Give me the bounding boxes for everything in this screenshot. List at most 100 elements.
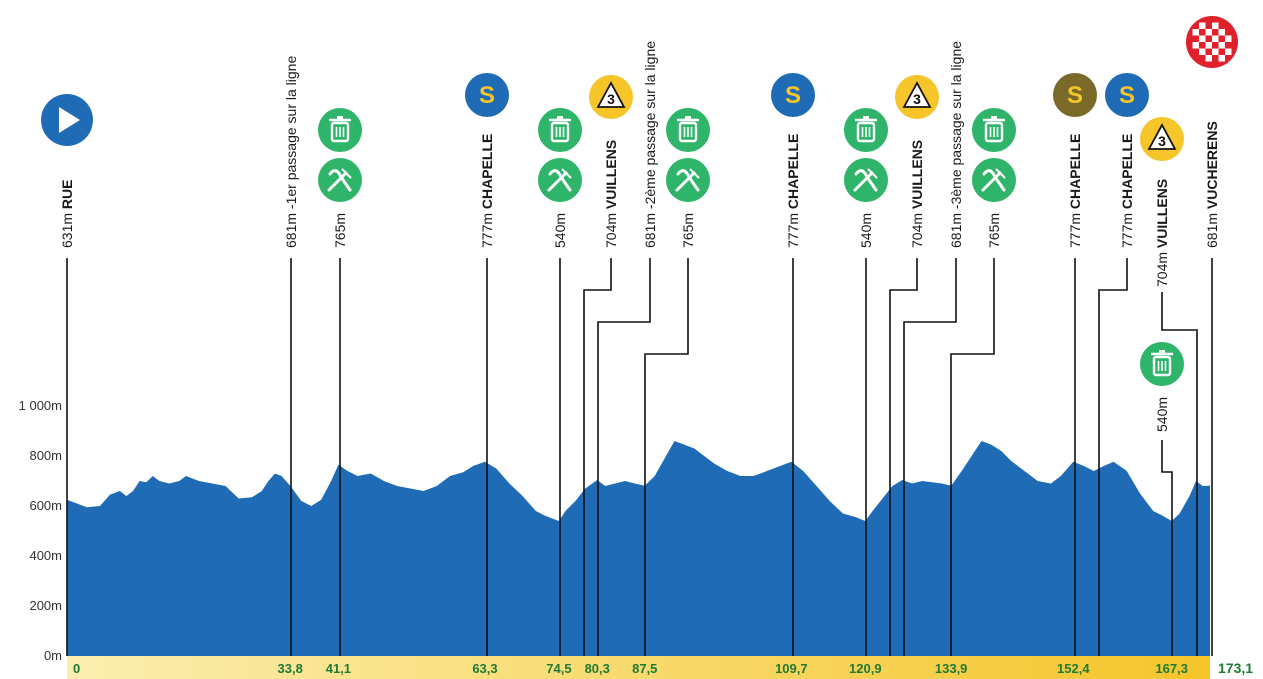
feed-icon-m-feed4-knife: [854, 169, 878, 192]
sprint-icon-m-sprint2-letter: S: [785, 82, 801, 109]
x-tick-label-4: 74,5: [546, 661, 571, 676]
finish-flag-icon-check-2-1: [1199, 35, 1206, 42]
label-m-pass1-part-0: 681m: [283, 213, 299, 248]
finish-flag-icon-check-4-3: [1212, 48, 1219, 55]
trash-icon-m-trash6-bin: [1152, 355, 1172, 377]
marker-line-m-trash6: [1161, 440, 1173, 656]
x-tick-label-0: 0: [73, 661, 80, 676]
label-m-sprint2-part-1: CHAPELLE: [785, 134, 801, 213]
finish-flag-icon-check-0-3: [1212, 22, 1219, 29]
finish-flag-icon-check-2-5: [1225, 35, 1232, 42]
feed-icon-m-feed4-fork: [853, 171, 874, 192]
label-m-sprint4-part-0: 777m: [1119, 213, 1135, 248]
label-m-sprint2-part-0: 777m: [785, 213, 801, 248]
label-m-feed4-part-0: 540m: [858, 213, 874, 248]
label-m-feed5: 765m: [986, 213, 1002, 248]
label-m-pass2-part-0: 681m: [642, 213, 658, 248]
finish-flag-icon-check-3-4: [1218, 42, 1225, 49]
y-tick-label-1000: 1 000m: [19, 398, 62, 413]
label-m-start: 631m RUE: [59, 180, 75, 248]
trash-icon-m-feed5-bin: [984, 121, 1004, 143]
trash-icon-m-trash6-handle: [1159, 350, 1165, 354]
x-tick-label-6: 87,5: [632, 661, 657, 676]
label-m-climb2: 704m VUILLENS: [909, 140, 925, 248]
x-tick-label-7: 109,7: [775, 661, 808, 676]
sprint-icon-m-sprint4-letter: S: [1119, 82, 1135, 109]
sprint-icon-m-sprint1: [465, 73, 509, 117]
label-m-feed2-part-0: 540m: [552, 213, 568, 248]
label-m-pass2: 681m -2ème passage sur la ligne: [642, 41, 658, 248]
label-m-pass1-part-1: -1er passage sur la ligne: [283, 56, 299, 213]
y-tick-label-400: 400m: [29, 548, 62, 563]
label-m-climb3-part-1: VUILLENS: [1154, 179, 1170, 252]
label-m-finish: 681m VUCHERENS: [1204, 121, 1220, 248]
label-m-climb1: 704m VUILLENS: [603, 140, 619, 248]
sprint-icon-m-sprint2: [771, 73, 815, 117]
distance-axis-band: [67, 656, 1210, 679]
feed-icon-m-feed1-knife: [328, 169, 352, 192]
label-m-feed5-part-0: 765m: [986, 213, 1002, 248]
climb-icon-m-climb3-triangle: [1147, 123, 1177, 150]
marker-icons: S 3 S 3 S S 3: [41, 16, 1238, 386]
marker-labels: 631m RUE 681m -1er passage sur la ligne 76…: [59, 41, 1220, 432]
label-m-finish-part-1: VUCHERENS: [1204, 121, 1220, 213]
feed-icon-m-feed4-tines: [867, 168, 878, 179]
label-m-sprint4: 777m CHAPELLE: [1119, 134, 1135, 248]
feed-icon-m-feed1-fork: [327, 171, 348, 192]
x-tick-label-8: 120,9: [849, 661, 882, 676]
climb-icon-m-climb3-category: 3: [1158, 133, 1166, 149]
x-tick-label-10: 152,4: [1057, 661, 1090, 676]
label-m-feed1: 765m: [332, 213, 348, 248]
trash-icon-m-feed2-handle: [557, 116, 563, 120]
x-tick-label-12: 173,1: [1218, 660, 1253, 676]
label-m-trash6: 540m: [1154, 397, 1170, 432]
feed-icon-m-feed5-tines: [995, 168, 1006, 179]
label-m-sprint1-part-1: CHAPELLE: [479, 134, 495, 213]
label-m-start-part-1: RUE: [59, 180, 75, 213]
label-m-climb2-part-1: VUILLENS: [909, 140, 925, 213]
label-m-climb1-part-1: VUILLENS: [603, 140, 619, 213]
finish-flag-icon-check-4-1: [1199, 48, 1206, 55]
feed-icon-m-feed5-fork: [981, 171, 1002, 192]
x-tick-label-5: 80,3: [585, 661, 610, 676]
y-tick-label-200: 200m: [29, 598, 62, 613]
sprint-icon-m-sprint3-letter: S: [1067, 82, 1083, 109]
x-tick-label-3: 63,3: [472, 661, 497, 676]
trash-icon-m-feed3-handle: [685, 116, 691, 120]
y-tick-label-600: 600m: [29, 498, 62, 513]
marker-line-m-pass3: [903, 258, 957, 656]
marker-line-m-feed3: [644, 258, 689, 656]
trash-icon-m-feed4-handle: [863, 116, 869, 120]
sprint-icon-m-sprint1-letter: S: [479, 82, 495, 109]
label-m-feed3-part-0: 765m: [680, 213, 696, 248]
feed-icon-m-feed3-tines: [689, 168, 700, 179]
label-m-climb2-part-0: 704m: [909, 213, 925, 248]
label-m-sprint1: 777m CHAPELLE: [479, 134, 495, 248]
finish-flag-icon-check-3-2: [1205, 42, 1212, 49]
finish-flag-icon-check-5-2: [1205, 55, 1212, 62]
feed-icon-m-feed2-knife: [548, 169, 572, 192]
label-m-sprint3: 777m CHAPELLE: [1067, 134, 1083, 248]
feed-icon-m-feed1-tines: [341, 168, 352, 179]
label-m-pass1: 681m -1er passage sur la ligne: [283, 56, 299, 248]
climb-icon-m-climb2-category: 3: [913, 91, 921, 107]
label-m-finish-part-0: 681m: [1204, 213, 1220, 248]
label-m-pass3-part-0: 681m: [948, 213, 964, 248]
marker-line-m-pass2: [597, 258, 651, 656]
start-icon-play: [59, 107, 80, 133]
finish-flag-icon-check-0-1: [1199, 22, 1206, 29]
x-axis: 0 33,8 41,1 63,3 74,5 80,3 87,5 109,7 120,9 133,9…: [73, 660, 1253, 676]
trash-icon-m-feed1-bin: [330, 121, 350, 143]
feed-icon-m-feed3-knife: [676, 169, 700, 192]
finish-flag-icon-check-1-4: [1218, 29, 1225, 36]
trash-icon-m-feed1-handle: [337, 116, 343, 120]
feed-icon-m-feed2-tines: [561, 168, 572, 179]
marker-line-m-feed5: [950, 258, 995, 656]
sprint-icon-m-sprint4: [1105, 73, 1149, 117]
finish-flag-icon-check-5-4: [1218, 55, 1225, 62]
label-m-feed4: 540m: [858, 213, 874, 248]
label-m-trash6-part-0: 540m: [1154, 397, 1170, 432]
y-tick-label-800: 800m: [29, 448, 62, 463]
marker-lines: [66, 258, 1213, 656]
